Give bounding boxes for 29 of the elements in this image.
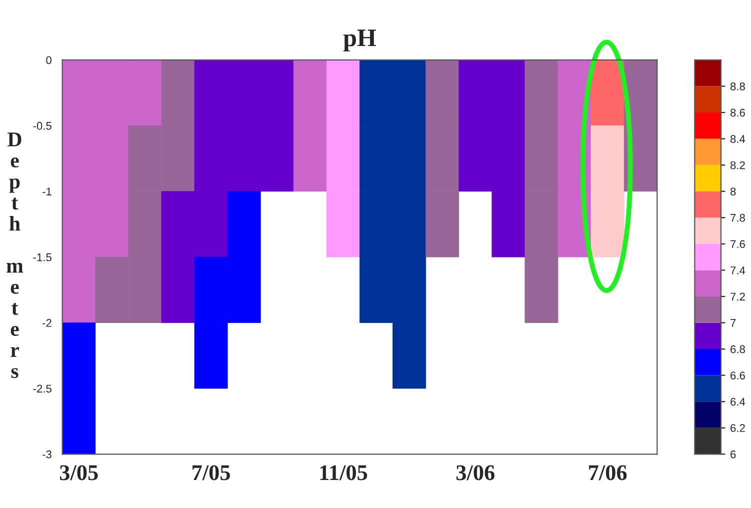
y-tick-label: -2.5 — [33, 384, 52, 393]
color-bar-label: 6.6 — [730, 372, 745, 380]
y-tick-label: -1 — [42, 188, 52, 196]
color-bar-label: 6.4 — [730, 398, 746, 406]
x-tick-label: 7/05 — [192, 465, 230, 480]
color-bar-label: 8.6 — [730, 108, 745, 117]
color-bar-label: 7.8 — [730, 214, 745, 222]
y-tick-label: -3 — [42, 450, 52, 458]
color-bar-label: 8.8 — [730, 82, 745, 90]
color-bar-label: 8.4 — [730, 135, 746, 143]
y-tick-label: 0 — [46, 56, 52, 64]
y-tick-label: -1.5 — [33, 253, 52, 262]
color-bar-label: 7 — [730, 319, 736, 327]
x-tick-label: 3/06 — [456, 465, 494, 480]
color-bar-label: 8 — [730, 188, 736, 196]
color-bar-label: 7.6 — [730, 240, 745, 248]
color-bar-label: 7.4 — [730, 266, 746, 274]
chart-title: pH — [343, 30, 376, 52]
y-tick-label: -2 — [42, 319, 52, 327]
color-bar-label: 6 — [730, 450, 736, 458]
x-tick-label: 11/05 — [320, 465, 368, 480]
text: Depth meters — [6, 132, 24, 378]
color-bar-label: 8.2 — [730, 161, 745, 170]
x-tick-label: 3/05 — [60, 465, 98, 480]
y-tick-label: -0.5 — [33, 122, 52, 130]
color-bar-label: 6.8 — [730, 345, 745, 354]
x-tick-label: 7/06 — [589, 465, 627, 480]
color-bar-label: 7.2 — [730, 292, 745, 300]
color-bar-label: 6.2 — [730, 424, 745, 432]
